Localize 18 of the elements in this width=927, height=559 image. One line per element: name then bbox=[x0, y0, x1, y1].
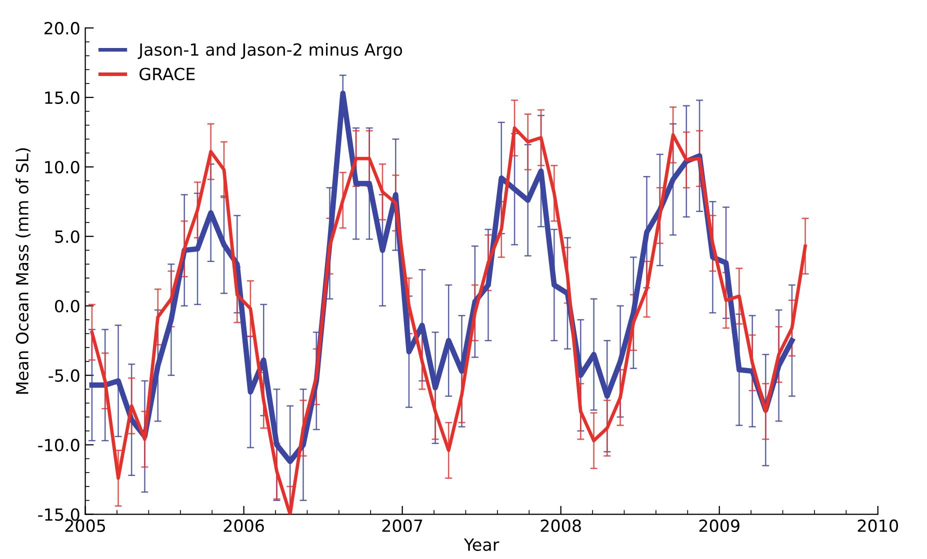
x-tick-label: 2008 bbox=[540, 519, 581, 532]
y-tick-label: 10.0 bbox=[45, 160, 80, 174]
y-tick-label: -5.0 bbox=[48, 369, 80, 382]
y-tick-label: -10.0 bbox=[38, 438, 80, 452]
legend-label: Jason-1 and Jason-2 minus Argo bbox=[138, 42, 402, 60]
y-tick-label: -15.0 bbox=[38, 508, 80, 521]
x-tick-label: 2009 bbox=[699, 519, 740, 532]
x-tick-label: 2007 bbox=[382, 519, 422, 532]
x-axis-title: Year bbox=[464, 538, 500, 551]
y-tick-label: 15.0 bbox=[45, 91, 80, 104]
y-tick-label: 5.0 bbox=[55, 230, 80, 243]
y-tick-label: 0.0 bbox=[55, 300, 80, 312]
y-tick-label: 20.0 bbox=[44, 22, 80, 35]
x-tick-label: 2005 bbox=[65, 519, 106, 532]
x-tick-label: 2006 bbox=[224, 519, 264, 532]
legend-label: GRACE bbox=[140, 68, 195, 80]
x-tick-label: 2010 bbox=[858, 519, 898, 532]
y-axis-title: Mean Ocean Mass (mm of SL) bbox=[16, 148, 30, 394]
